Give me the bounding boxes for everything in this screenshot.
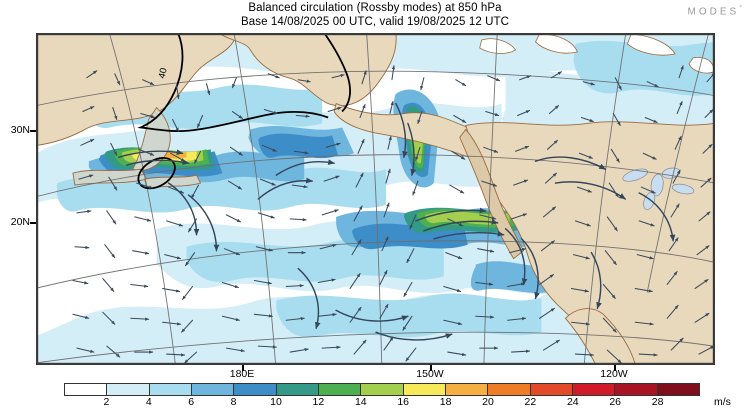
colorbar-tick-18: 18	[439, 396, 452, 408]
colorbar-cell-8	[403, 384, 446, 395]
lat-tick-20n	[30, 222, 36, 224]
colorbar-tick-labels: 2 4 6 8 10 12 14 16 18 20 22 24 26 28	[64, 396, 700, 408]
colorbar-tick-8: 8	[230, 396, 237, 408]
colorbar-cell-2	[149, 384, 192, 395]
map-canvas: 40	[37, 34, 714, 364]
colorbar-cell-14	[657, 384, 699, 395]
colorbar-tick-2: 2	[103, 396, 110, 408]
colorbar-tick-28: 28	[651, 396, 664, 408]
colorbar-tick-10: 10	[270, 396, 282, 408]
colorbar-cell-6	[318, 384, 362, 395]
colorbar-unit-label: m/s	[714, 396, 731, 408]
colorbar-tick-22: 22	[524, 396, 537, 408]
title-block: Balanced circulation (Rossby modes) at 8…	[0, 1, 750, 29]
colorbar-cell-12	[572, 384, 616, 395]
map-plot-area[interactable]: 40	[36, 33, 715, 365]
modes-logo: MODES°	[688, 5, 742, 17]
page-title: Balanced circulation (Rossby modes) at 8…	[248, 2, 502, 14]
colorbar[interactable]	[64, 383, 700, 396]
colorbar-cell-3	[191, 384, 235, 395]
wind-vectors	[72, 65, 714, 364]
colorbar-tick-20: 20	[482, 396, 494, 408]
colorbar-tick-6: 6	[188, 396, 195, 408]
wind-vectors-strong	[118, 102, 676, 341]
colorbar-tick-4: 4	[145, 396, 152, 408]
colorbar-cell-13	[615, 384, 658, 395]
graticule	[37, 34, 714, 364]
colorbar-tick-14: 14	[354, 396, 367, 408]
lon-tick-180e	[242, 365, 244, 371]
colorbar-tick-26: 26	[609, 396, 622, 408]
lon-tick-150w	[430, 365, 432, 371]
colorbar-cell-0	[65, 384, 108, 395]
lat-label-20n: 20N	[10, 216, 30, 228]
colorbar-tick-16: 16	[397, 396, 410, 408]
lat-tick-30n	[30, 130, 36, 132]
colorbar-cell-9	[445, 384, 489, 395]
brand-mark: °	[739, 5, 742, 12]
colorbar-cell-5	[276, 384, 319, 395]
lon-tick-120w	[614, 365, 616, 371]
lon-label-150w: 150W	[416, 368, 444, 380]
lon-label-120w: 120W	[600, 368, 628, 380]
contour-label-40: 40	[157, 67, 170, 80]
colorbar-cell-7	[361, 384, 404, 395]
colorbar-cell-11	[530, 384, 573, 395]
colorbar-cell-4	[234, 384, 277, 395]
colorbar-tick-24: 24	[566, 396, 579, 408]
colorbar-cell-1	[107, 384, 150, 395]
colorbar-cell-10	[488, 384, 531, 395]
brand-text: MODES	[687, 6, 740, 18]
page-subtitle: Base 14/08/2025 00 UTC, valid 19/08/2025…	[240, 16, 510, 28]
lat-label-30n: 30N	[10, 124, 30, 136]
colorbar-tick-12: 12	[312, 396, 325, 408]
lon-label-180e: 180E	[229, 368, 255, 380]
